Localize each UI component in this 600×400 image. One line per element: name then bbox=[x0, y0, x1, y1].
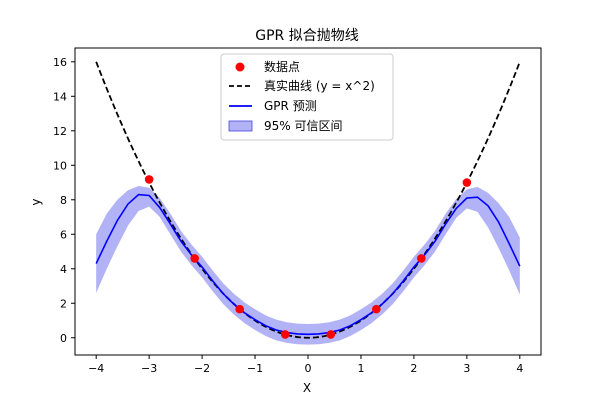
x-axis-label: X bbox=[303, 381, 311, 395]
y-axis-label: y bbox=[29, 198, 43, 205]
legend-label-true-curve: 真实曲线 (y = x^2) bbox=[264, 78, 375, 93]
data-point bbox=[235, 304, 244, 314]
legend-marker-data-points bbox=[235, 62, 245, 72]
y-tick-label: 0 bbox=[60, 332, 67, 345]
x-tick-label: 4 bbox=[516, 362, 523, 375]
y-tick-label: 10 bbox=[53, 159, 67, 172]
y-tick-label: 16 bbox=[53, 56, 67, 69]
data-point bbox=[280, 330, 290, 339]
x-tick-label: 1 bbox=[357, 362, 364, 375]
x-tick-label: −3 bbox=[141, 362, 157, 375]
legend-label-data-points: 数据点 bbox=[264, 59, 300, 74]
legend-label-interval: 95% 可信区间 bbox=[264, 119, 343, 133]
data-point bbox=[372, 304, 381, 314]
x-axis: −4 −3 −2 −1 0 1 2 3 4 bbox=[88, 355, 523, 375]
data-point bbox=[417, 254, 426, 263]
y-tick-label: 4 bbox=[60, 263, 67, 276]
x-tick-label: −2 bbox=[194, 362, 210, 375]
y-tick-label: 12 bbox=[53, 125, 67, 138]
y-tick-label: 6 bbox=[60, 228, 67, 241]
true-curve-line bbox=[95, 61, 521, 339]
data-point bbox=[190, 254, 199, 263]
chart-title: GPR 拟合抛物线 bbox=[255, 28, 358, 44]
y-tick-label: 2 bbox=[60, 297, 67, 310]
x-tick-label: −4 bbox=[88, 362, 104, 375]
data-point bbox=[326, 330, 336, 339]
legend: 数据点 真实曲线 (y = x^2) GPR 预测 95% 可信区间 bbox=[220, 53, 394, 141]
interval-band bbox=[96, 185, 520, 345]
x-tick-label: 3 bbox=[463, 362, 470, 375]
legend-label-prediction: GPR 预测 bbox=[264, 99, 317, 113]
x-tick-label: −1 bbox=[247, 362, 263, 375]
data-point bbox=[144, 175, 154, 184]
y-tick-label: 8 bbox=[60, 194, 67, 207]
x-tick-label: 0 bbox=[305, 362, 312, 375]
plot-area bbox=[95, 61, 521, 345]
data-point bbox=[462, 178, 472, 187]
x-tick-label: 2 bbox=[410, 362, 417, 375]
legend-box bbox=[220, 53, 394, 141]
y-tick-label: 14 bbox=[53, 90, 67, 103]
y-axis: 0 2 4 6 8 10 12 14 16 bbox=[53, 56, 75, 345]
prediction-line bbox=[95, 193, 521, 336]
legend-marker-interval bbox=[228, 120, 253, 132]
